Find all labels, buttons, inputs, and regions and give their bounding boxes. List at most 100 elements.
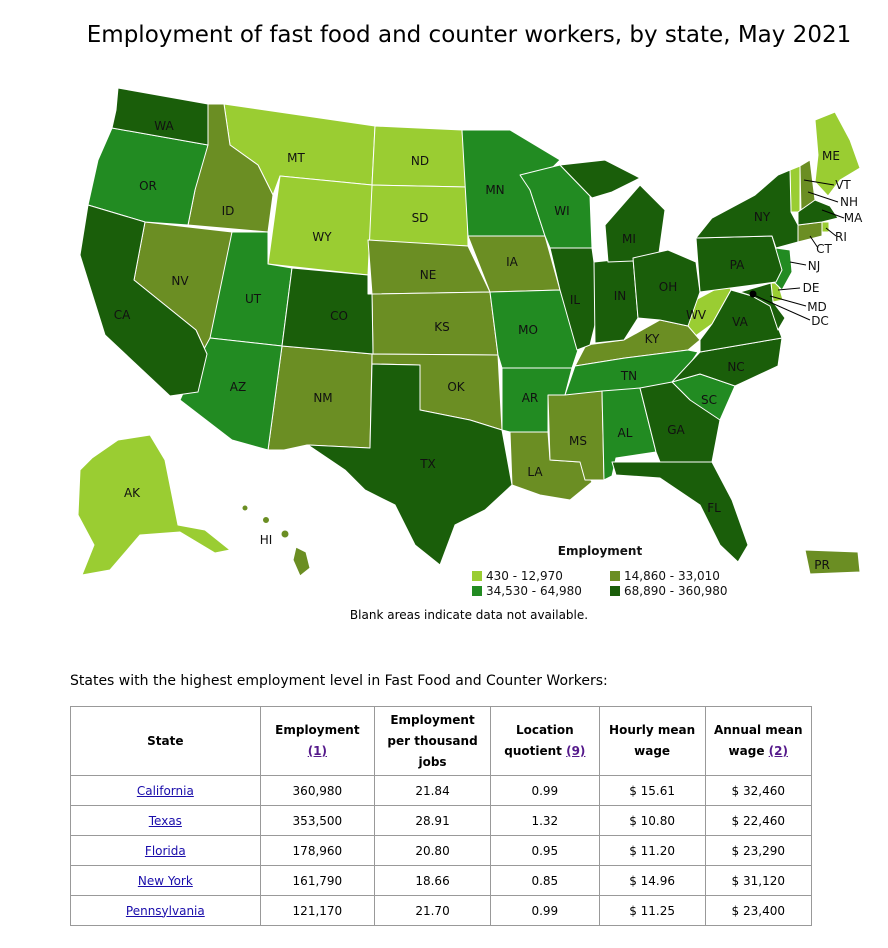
footnote-link-1[interactable]: (1) bbox=[307, 744, 328, 758]
cell-per-thousand: 21.84 bbox=[374, 775, 491, 806]
label-ak: AK bbox=[124, 486, 141, 500]
label-me: ME bbox=[822, 149, 840, 163]
label-ny: NY bbox=[754, 210, 771, 224]
state-pr[interactable] bbox=[804, 549, 861, 575]
state-hi[interactable] bbox=[292, 546, 311, 577]
label-sd: SD bbox=[412, 211, 429, 225]
cell-state: Pennsylvania bbox=[70, 895, 261, 926]
label-nv: NV bbox=[171, 274, 189, 288]
cell-per-thousand: 18.66 bbox=[374, 865, 491, 896]
state-ak[interactable] bbox=[77, 434, 231, 576]
legend-label-2: 14,860 - 33,010 bbox=[624, 569, 720, 583]
footnote-link-9[interactable]: (9) bbox=[566, 744, 586, 758]
header-location-quotient: Location quotient (9) bbox=[490, 706, 600, 776]
cell-hourly-wage: $ 14.96 bbox=[598, 865, 706, 896]
top-states-table: State Employment (1) Employment per thou… bbox=[70, 706, 813, 926]
state-link-california[interactable]: California bbox=[136, 783, 194, 798]
table-row: Texas 353,500 28.91 1.32 $ 10.80 $ 22,46… bbox=[70, 805, 813, 836]
table-header-row: State Employment (1) Employment per thou… bbox=[70, 706, 813, 776]
state-ga[interactable] bbox=[639, 381, 721, 463]
state-il[interactable] bbox=[549, 247, 601, 351]
label-co: CO bbox=[330, 309, 348, 323]
label-ks: KS bbox=[434, 320, 450, 334]
cell-annual-wage: $ 22,460 bbox=[704, 805, 813, 836]
state-ma[interactable] bbox=[797, 199, 839, 226]
label-mn: MN bbox=[485, 183, 504, 197]
header-employment-label: Employment bbox=[275, 723, 360, 737]
state-or[interactable] bbox=[87, 127, 209, 226]
label-id: ID bbox=[222, 204, 235, 218]
label-wa: WA bbox=[154, 119, 174, 133]
label-sc: SC bbox=[701, 393, 717, 407]
label-al: AL bbox=[618, 426, 633, 440]
cell-location-quotient: 1.32 bbox=[490, 805, 600, 836]
state-wa[interactable] bbox=[111, 87, 209, 146]
state-vt[interactable] bbox=[789, 165, 801, 213]
state-mi-lower[interactable] bbox=[604, 184, 666, 263]
cell-employment: 178,960 bbox=[259, 835, 376, 866]
state-co[interactable] bbox=[281, 267, 374, 355]
label-ca: CA bbox=[114, 308, 131, 322]
state-tx[interactable] bbox=[307, 363, 513, 566]
state-me[interactable] bbox=[814, 111, 861, 197]
label-or: OR bbox=[139, 179, 157, 193]
label-az: AZ bbox=[230, 380, 246, 394]
label-ar: AR bbox=[522, 391, 539, 405]
label-mt: MT bbox=[287, 151, 305, 165]
table-row: New York 161,790 18.66 0.85 $ 14.96 $ 31… bbox=[70, 865, 813, 896]
state-la[interactable] bbox=[509, 431, 593, 501]
footnote-link-2[interactable]: (2) bbox=[768, 744, 788, 758]
label-ct: CT bbox=[816, 242, 832, 256]
label-ok: OK bbox=[447, 380, 465, 394]
state-oh[interactable] bbox=[632, 249, 701, 327]
cell-hourly-wage: $ 11.25 bbox=[598, 895, 706, 926]
state-link-pennsylvania[interactable]: Pennsylvania bbox=[125, 903, 205, 918]
label-nc: NC bbox=[727, 360, 744, 374]
cell-employment: 353,500 bbox=[259, 805, 376, 836]
cell-hourly-wage: $ 10.80 bbox=[598, 805, 706, 836]
cell-state: New York bbox=[70, 865, 261, 896]
state-ar[interactable] bbox=[501, 367, 573, 433]
legend-swatch-2 bbox=[610, 571, 620, 581]
label-pa: PA bbox=[730, 258, 745, 272]
cell-employment: 121,170 bbox=[259, 895, 376, 926]
state-link-new-york[interactable]: New York bbox=[137, 873, 193, 888]
state-hi-island-oahu bbox=[262, 516, 270, 524]
cell-annual-wage: $ 23,400 bbox=[704, 895, 813, 926]
state-ri[interactable] bbox=[821, 221, 830, 233]
state-wy[interactable] bbox=[267, 175, 373, 276]
state-ne[interactable] bbox=[367, 239, 491, 295]
state-link-texas[interactable]: Texas bbox=[148, 813, 182, 828]
state-ny[interactable] bbox=[695, 169, 799, 249]
label-ms: MS bbox=[569, 434, 587, 448]
label-nm: NM bbox=[313, 391, 332, 405]
label-mi: MI bbox=[622, 232, 636, 246]
label-ut: UT bbox=[245, 292, 262, 306]
us-state-map: WA OR CA ID NV MT WY UT AZ CO NM ND SD N… bbox=[77, 87, 863, 598]
cell-annual-wage: $ 23,290 bbox=[704, 835, 813, 866]
cell-per-thousand: 21.70 bbox=[374, 895, 491, 926]
state-hi-island-maui bbox=[280, 529, 290, 539]
header-annual-label: Annual mean wage bbox=[713, 723, 803, 758]
state-dc-marker[interactable] bbox=[749, 290, 757, 298]
legend-label-3: 34,530 - 64,980 bbox=[486, 584, 582, 598]
header-annual-wage: Annual mean wage (2) bbox=[704, 706, 813, 776]
state-mi[interactable] bbox=[559, 159, 641, 199]
table-row: California 360,980 21.84 0.99 $ 15.61 $ … bbox=[70, 775, 813, 806]
label-tx: TX bbox=[419, 457, 436, 471]
label-ri: RI bbox=[835, 230, 847, 244]
cell-hourly-wage: $ 11.20 bbox=[598, 835, 706, 866]
label-in: IN bbox=[614, 289, 627, 303]
legend-swatch-4 bbox=[610, 586, 620, 596]
header-state: State bbox=[70, 706, 261, 776]
label-de: DE bbox=[803, 281, 820, 295]
label-fl: FL bbox=[707, 501, 721, 515]
label-oh: OH bbox=[659, 280, 677, 294]
state-link-florida[interactable]: Florida bbox=[144, 843, 186, 858]
state-ca[interactable] bbox=[79, 204, 208, 397]
label-nj: NJ bbox=[808, 259, 821, 273]
cell-state: California bbox=[70, 775, 261, 806]
state-fl[interactable] bbox=[611, 461, 749, 563]
cell-employment: 360,980 bbox=[259, 775, 376, 806]
label-ma: MA bbox=[844, 211, 863, 225]
